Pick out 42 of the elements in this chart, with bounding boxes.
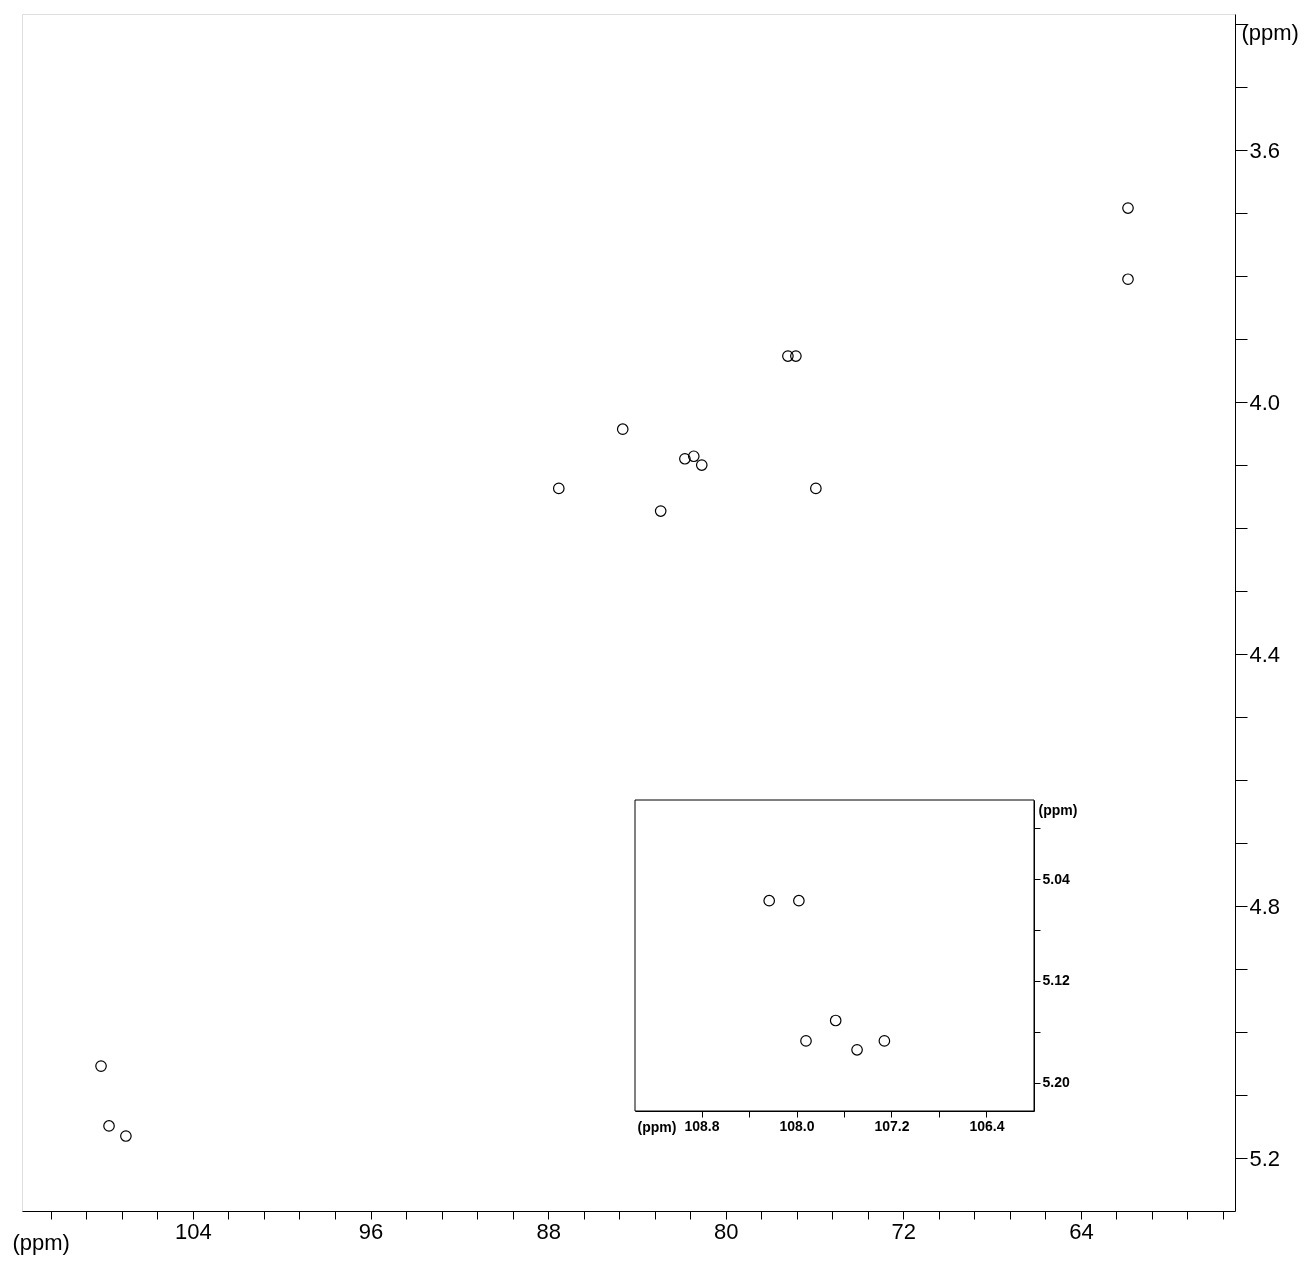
point <box>695 459 708 471</box>
point <box>120 1130 132 1142</box>
point <box>103 1120 115 1132</box>
y-tick-label: 5.20 <box>1042 1074 1070 1091</box>
point <box>829 1014 842 1027</box>
point <box>800 1035 812 1047</box>
x-tick-label: 104 <box>175 1218 212 1244</box>
point <box>878 1035 891 1047</box>
y-tick-label: 5.04 <box>1042 870 1070 887</box>
point <box>654 505 667 517</box>
point <box>552 482 565 495</box>
point <box>810 482 822 495</box>
point <box>616 423 629 435</box>
x-tick-label: 80 <box>713 1218 739 1244</box>
x-axis-title: (ppm) <box>637 1118 677 1135</box>
y-tick-label: 3.6 <box>1249 137 1281 163</box>
x-tick-label: 72 <box>891 1218 917 1244</box>
point <box>782 350 794 362</box>
point <box>763 894 776 907</box>
y-tick-label: 5.2 <box>1249 1145 1281 1171</box>
x-tick-label: 64 <box>1069 1218 1094 1244</box>
point <box>687 450 700 463</box>
point <box>1122 273 1134 286</box>
x-tick-label: 107.2 <box>874 1117 910 1134</box>
point <box>790 350 802 362</box>
y-tick-label: 5.12 <box>1042 972 1070 989</box>
point <box>793 894 805 907</box>
x-tick-label: 96 <box>358 1218 384 1244</box>
point <box>1122 202 1134 214</box>
y-axis-title: (ppm) <box>1241 19 1299 45</box>
point <box>679 452 691 465</box>
y-axis-title: (ppm) <box>1038 801 1078 818</box>
x-tick-label: 108.0 <box>779 1117 815 1134</box>
point <box>851 1043 863 1056</box>
x-tick-label: 108.8 <box>684 1117 720 1134</box>
x-axis-title: (ppm) <box>12 1229 70 1255</box>
x-tick-label: 88 <box>536 1218 561 1244</box>
y-tick-label: 4.0 <box>1249 389 1281 415</box>
y-tick-label: 4.4 <box>1249 641 1281 667</box>
x-tick-label: 106.4 <box>969 1117 1005 1134</box>
point <box>95 1060 107 1072</box>
y-tick-label: 4.8 <box>1249 893 1281 919</box>
